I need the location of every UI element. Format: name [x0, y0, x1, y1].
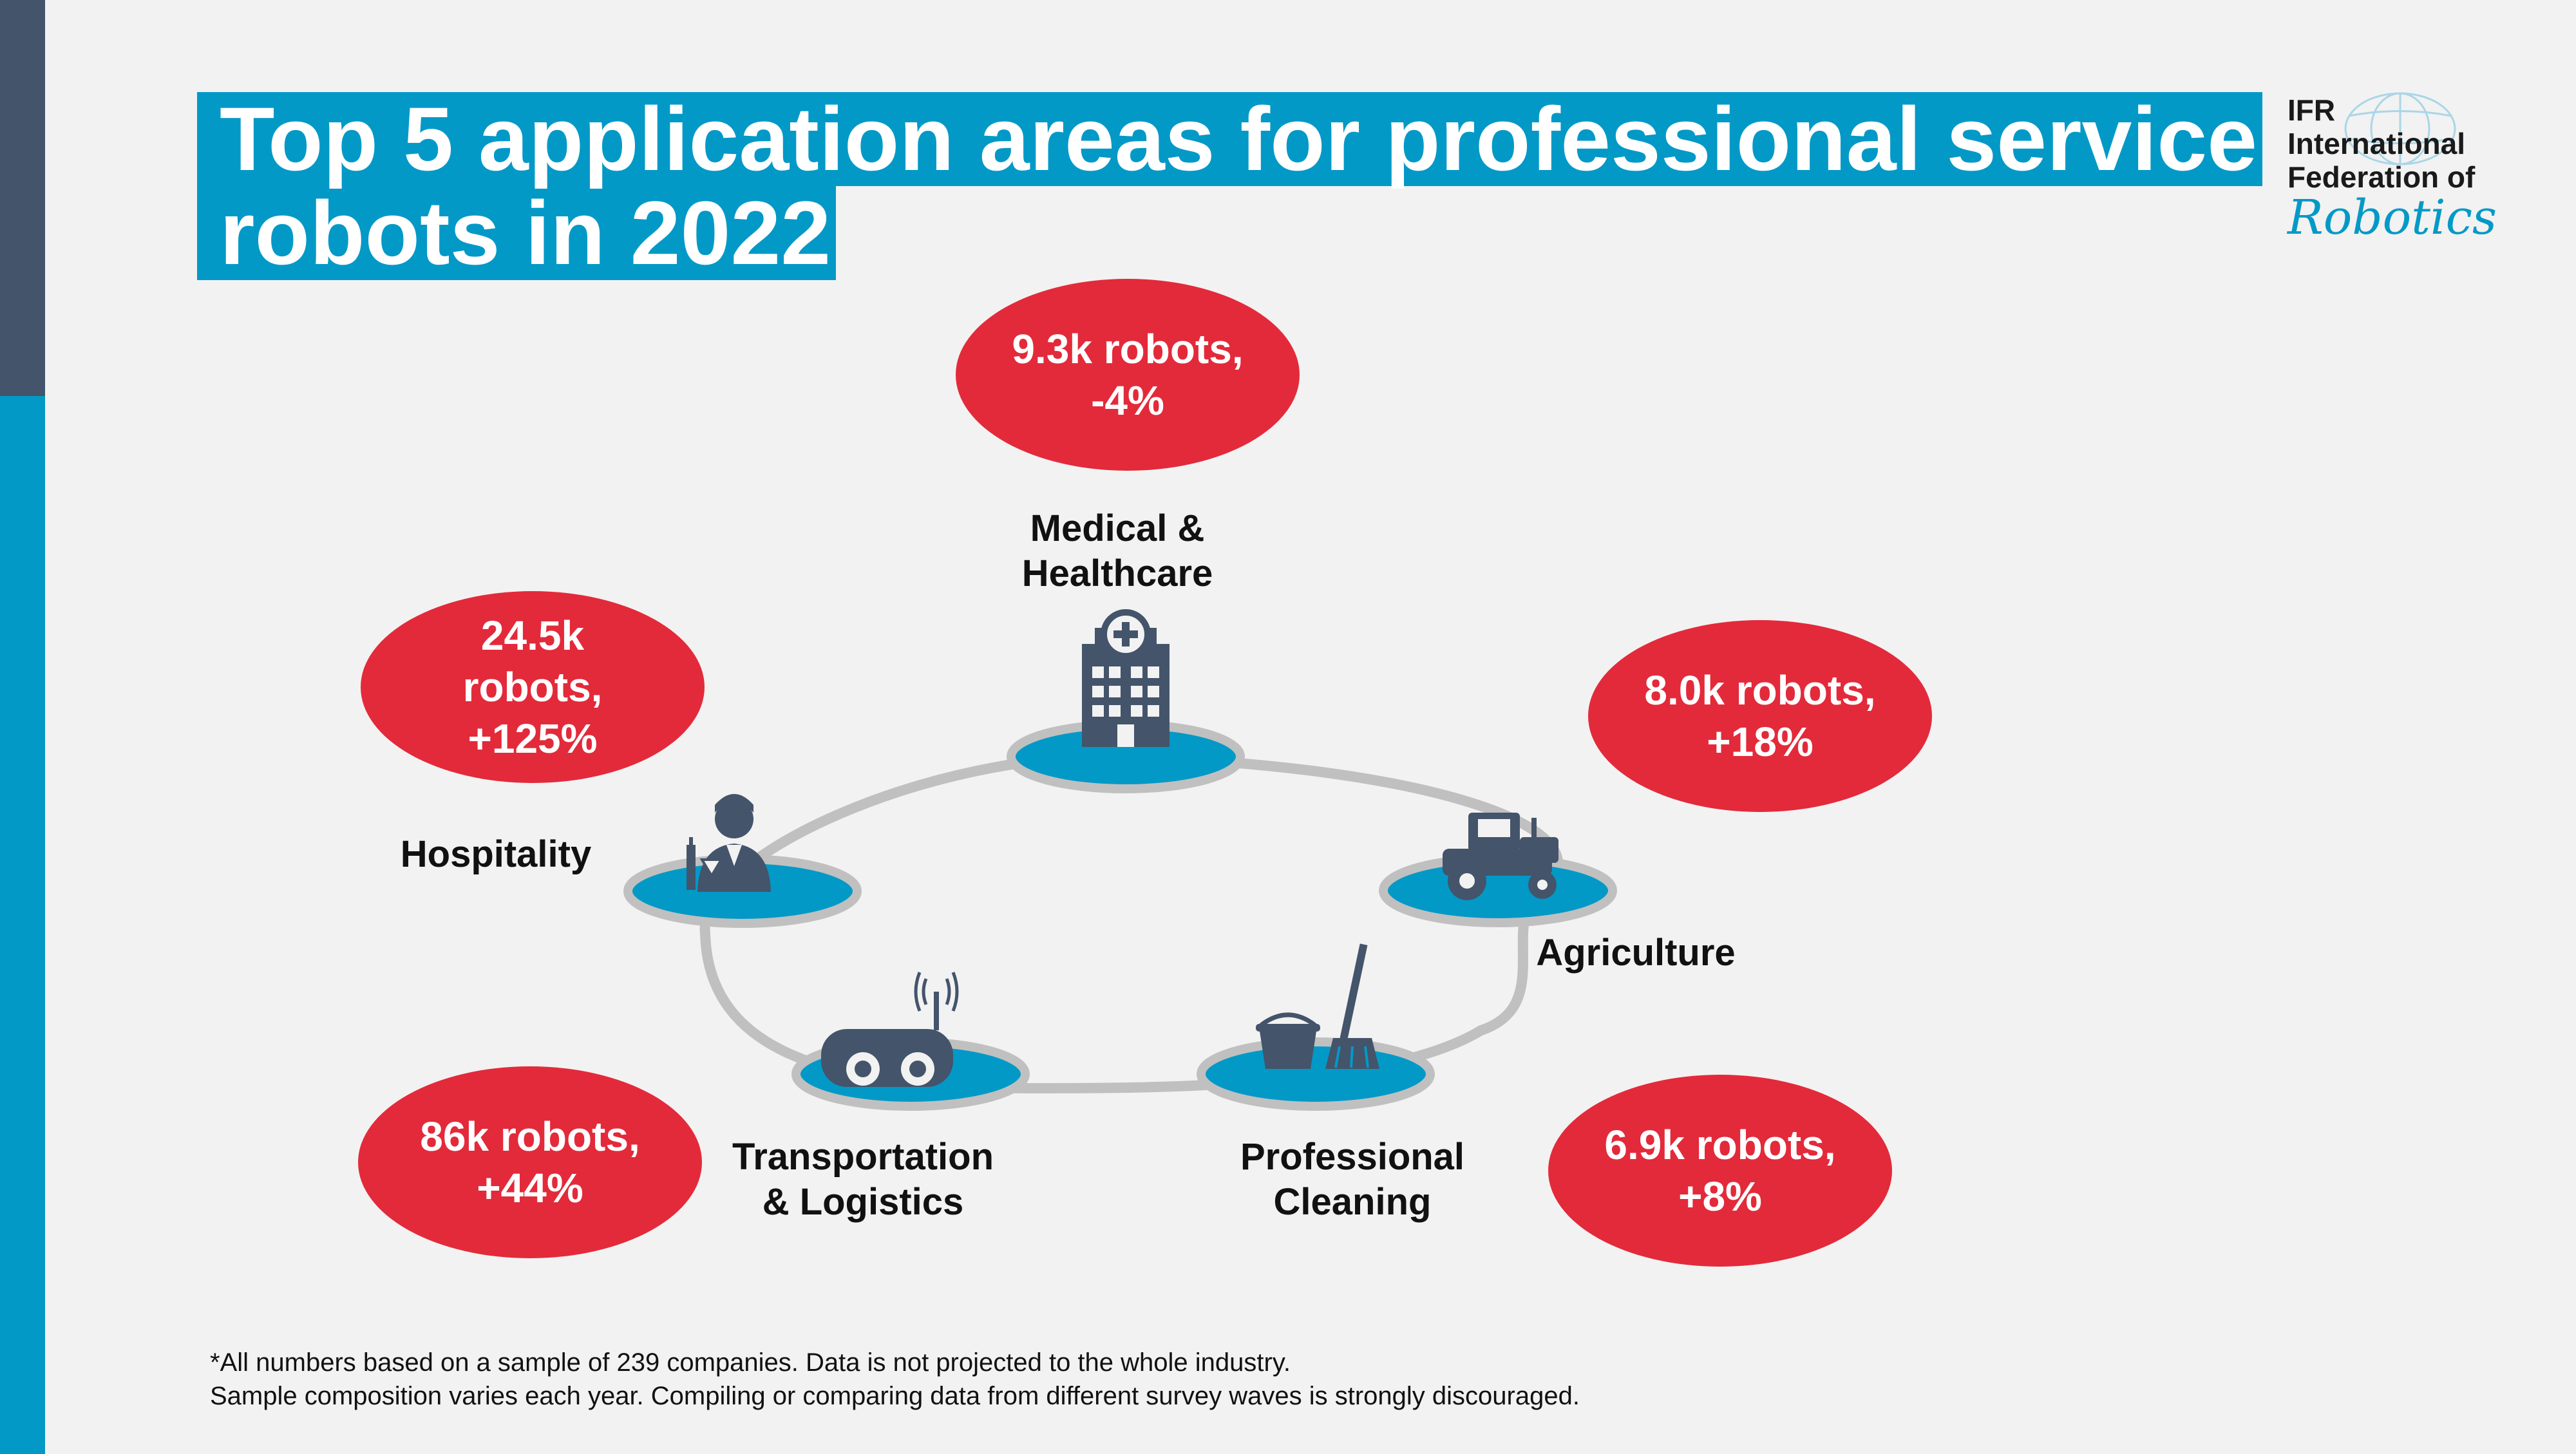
title-line-1: Top 5 application areas for professional…	[197, 92, 2263, 186]
title-line-2: robots in 2022	[197, 186, 837, 280]
label-agriculture: Agriculture	[1536, 932, 1736, 974]
page-title: Top 5 application areas for professional…	[197, 92, 2263, 280]
label-cleaning: Professional Cleaning	[1240, 1136, 1465, 1223]
bubble-cleaning: 6.9k robots, +8%	[1548, 1075, 1892, 1267]
logo-robotics-script: Robotics	[2287, 190, 2497, 245]
bubble-agriculture: 8.0k robots, +18%	[1588, 620, 1932, 812]
bubble-medical: 9.3k robots, -4%	[956, 279, 1300, 471]
bubble-logistics: 86k robots, +44%	[358, 1066, 702, 1258]
globe-icon	[2344, 92, 2456, 165]
label-hospitality: Hospitality	[400, 833, 592, 875]
hospital-icon	[1082, 609, 1170, 747]
label-medical: Medical & Healthcare	[1021, 507, 1213, 594]
side-accent-dark	[0, 0, 45, 396]
footnote-line-1: *All numbers based on a sample of 239 co…	[210, 1348, 1291, 1377]
label-logistics: Transportation & Logistics	[732, 1136, 994, 1223]
waiter-icon	[687, 794, 771, 892]
tractor-icon	[1443, 813, 1558, 900]
footnote: *All numbers based on a sample of 239 co…	[210, 1346, 1580, 1413]
delivery-robot-icon	[821, 972, 959, 1087]
bubble-hospitality: 24.5k robots, +125%	[361, 591, 705, 783]
ifr-logo: IFR International Federation of Robotics	[2287, 87, 2558, 261]
platform-cleaning	[1197, 1037, 1435, 1111]
logo-federation: Federation of	[2287, 160, 2476, 194]
bucket-mop-icon	[1256, 943, 1379, 1069]
side-accent-blue	[0, 396, 45, 1454]
footnote-line-2: Sample composition varies each year. Com…	[210, 1382, 1580, 1410]
logo-ifr: IFR	[2287, 93, 2336, 127]
logo-international: International	[2287, 127, 2466, 160]
